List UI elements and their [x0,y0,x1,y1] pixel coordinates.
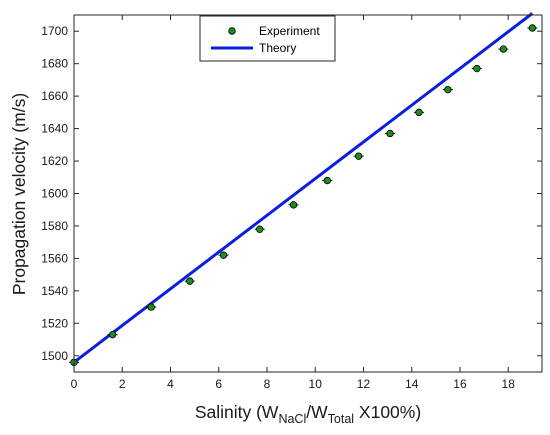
x-tick-label: 10 [309,377,323,391]
experiment-point [219,251,228,259]
y-tick-label: 1520 [41,316,68,330]
experiment-point [354,152,363,160]
experiment-point [473,64,481,73]
experiment-point [147,303,155,311]
legend-box [199,15,336,62]
x-axis-label-mid: /W [306,402,328,422]
x-axis-label-sub1: NaCl [278,412,306,426]
x-tick-label: 16 [453,377,467,391]
experiment-point [444,85,452,94]
legend-theory-label: Theory [259,41,296,55]
y-tick-label: 1680 [41,57,68,71]
y-tick-label: 1560 [41,251,68,265]
experiment-point [528,24,537,32]
y-tick-label: 1500 [41,349,68,363]
y-tick-label: 1700 [41,24,68,38]
y-tick-label: 1640 [41,122,68,136]
x-tick-label: 8 [264,377,271,391]
y-tick-label: 1620 [41,154,68,168]
experiment-point [386,129,394,138]
experiment-point [323,176,331,185]
x-tick-label: 0 [71,377,78,391]
y-tick-label: 1600 [41,187,68,201]
x-axis-label-suffix: X100%) [354,402,421,422]
y-tick-label: 1660 [41,89,68,103]
x-tick-label: 2 [119,377,126,391]
y-axis-label: Propagation velocity (m/s) [9,93,29,295]
x-tick-label: 12 [357,377,371,391]
y-tick-label: 1580 [41,219,68,233]
y-tick-label: 1540 [41,284,68,298]
x-axis-label: Salinity (WNaCl/WTotal X100%) [195,402,421,426]
plot-area [74,15,542,372]
experiment-point [186,277,194,285]
y-axis: 1500 1520 1540 1560 1580 1600 1620 1640 1660 1680… [41,24,542,363]
legend-experiment-label: Experiment [259,24,320,38]
experiment-point [289,201,298,209]
x-axis-label-prefix: Salinity (W [195,402,279,422]
experiment-point [256,225,264,233]
legend: Experiment Theory [199,15,336,62]
experiment-point [499,45,508,53]
experiment-marker-layer [69,24,538,366]
x-axis-label-sub2: Total [328,412,354,426]
experiment-point [108,330,117,339]
x-tick-label: 18 [502,377,516,391]
x-tick-label: 14 [405,377,419,391]
x-tick-label: 4 [167,377,174,391]
x-tick-label: 6 [215,377,222,391]
legend-experiment-marker [228,27,236,35]
experiment-point [415,108,423,117]
